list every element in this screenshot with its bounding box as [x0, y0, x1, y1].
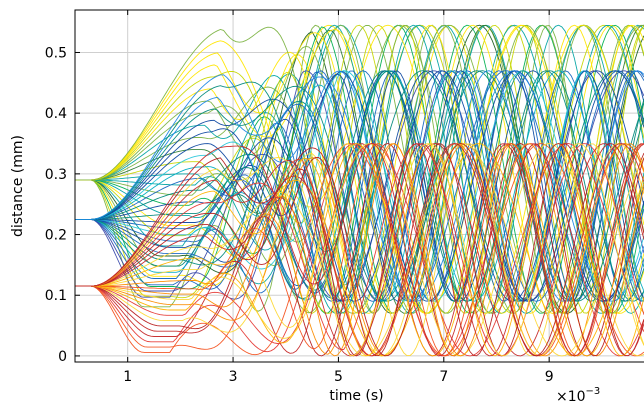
y-tick-label: 0.2: [45, 228, 67, 244]
series-line: [75, 24, 644, 314]
series-line: [75, 143, 644, 357]
series-line: [75, 70, 644, 302]
tick-marks: [75, 10, 550, 362]
series-line: [75, 70, 644, 302]
series-line: [75, 70, 644, 302]
x-scale-exponent: −3: [586, 386, 601, 397]
x-tick-label: 3: [229, 369, 238, 385]
x-tick-label: 7: [439, 369, 448, 385]
y-axis-label: distance (mm): [10, 135, 26, 237]
y-tick-label: 0: [58, 349, 67, 365]
series-line: [75, 143, 644, 357]
series-line: [75, 143, 644, 357]
series-line: [75, 143, 644, 357]
series-line: [75, 70, 644, 302]
series-line: [75, 24, 644, 314]
series-line: [75, 143, 644, 357]
y-tick-label: 0.5: [45, 45, 67, 61]
series-line: [75, 143, 644, 357]
series-line: [75, 70, 644, 302]
x-axis-scale-factor: ×10−3: [556, 386, 600, 405]
series-line: [75, 143, 644, 357]
series-line: [75, 143, 644, 357]
y-tick-label: 0.1: [45, 288, 67, 304]
x-tick-label: 1: [123, 369, 132, 385]
series-line: [75, 143, 644, 357]
series-lines: [75, 24, 644, 357]
series-line: [75, 70, 644, 302]
series-line: [75, 143, 644, 357]
series-line: [75, 143, 644, 357]
x-tick-label: 9: [545, 369, 554, 385]
series-line: [75, 143, 644, 357]
series-line: [75, 143, 644, 357]
series-line: [75, 143, 644, 357]
y-tick-labels: 0 0.1 0.2 0.3 0.4 0.5: [45, 45, 67, 364]
x-tick-labels: 1 3 5 7 9: [123, 369, 553, 385]
x-scale-base: ×10: [556, 389, 586, 405]
series-line: [75, 24, 644, 314]
series-line: [75, 143, 644, 357]
series-line: [75, 24, 644, 314]
x-tick-label: 5: [334, 369, 343, 385]
series-line: [75, 143, 644, 357]
series-line: [75, 70, 644, 302]
series-line: [75, 70, 644, 302]
series-line: [75, 70, 644, 302]
y-tick-label: 0.4: [45, 106, 67, 122]
series-line: [75, 143, 644, 357]
series-line: [75, 143, 644, 357]
x-axis-label: time (s): [329, 388, 383, 404]
series-line: [75, 143, 644, 357]
plot-frame: [74, 9, 644, 363]
series-line: [75, 70, 644, 302]
series-line: [75, 70, 644, 302]
y-tick-label: 0.3: [45, 167, 67, 183]
